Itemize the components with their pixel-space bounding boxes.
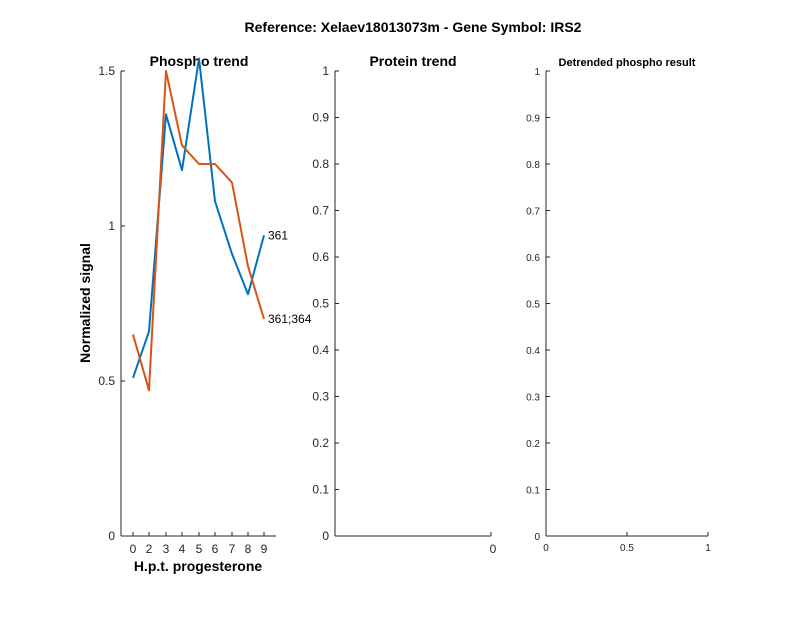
x-tick-label: 0 xyxy=(543,543,549,554)
x-tick-label: 4 xyxy=(179,542,186,556)
y-tick-label: 1.5 xyxy=(98,64,115,78)
phospho-x-label: H.p.t. progesterone xyxy=(134,558,263,574)
y-tick-label: 0 xyxy=(322,529,329,543)
detrended-title: Detrended phospho result xyxy=(559,57,696,69)
y-tick-label: 0.6 xyxy=(526,253,540,264)
y-tick-label: 1 xyxy=(534,67,540,78)
y-tick-label: 0.3 xyxy=(526,393,540,404)
series-line-2 xyxy=(132,70,265,392)
y-tick-label: 0.1 xyxy=(526,486,540,497)
x-tick-label: 0.5 xyxy=(620,543,634,554)
y-tick-label: 0.7 xyxy=(312,204,329,218)
detrended-y-ticks: 0 0.1 0.2 0.3 0.4 0.5 0.6 0.7 0.8 0.9 1 xyxy=(526,67,550,543)
y-tick-label: 1 xyxy=(108,219,115,233)
phospho-y-label: Normalized signal xyxy=(77,243,93,363)
y-tick-label: 0.5 xyxy=(526,300,540,311)
figure-title: Reference: Xelaev18013073m - Gene Symbol… xyxy=(245,19,582,35)
detrended-x-ticks: 0 0.5 1 xyxy=(543,532,711,554)
x-tick-label: 3 xyxy=(163,542,170,556)
y-tick-label: 0.8 xyxy=(312,157,329,171)
y-tick-label: 0.2 xyxy=(312,436,329,450)
y-tick-label: 0.2 xyxy=(526,439,540,450)
y-tick-label: 1 xyxy=(322,64,329,78)
y-tick-label: 0.7 xyxy=(526,207,540,218)
phospho-series-labels: 361 361;364 xyxy=(268,228,312,326)
protein-trend-panel: Protein trend 00.10.20.30.40.50.60.70.80… xyxy=(312,53,496,556)
protein-y-ticks: 0 0.1 0.2 0.3 0.4 0.5 0.6 0.7 0.8 0.9 1 xyxy=(312,64,339,543)
y-tick-label: 0.5 xyxy=(98,374,115,388)
series-end-label-1: 361 xyxy=(268,228,288,242)
y-tick-label: 0 xyxy=(108,529,115,543)
series-end-label-2: 361;364 xyxy=(268,312,312,326)
y-tick-label: 0.5 xyxy=(312,297,329,311)
y-tick-label: 0.3 xyxy=(312,390,329,404)
y-tick-label: 0 xyxy=(534,532,540,543)
y-tick-label: 0.9 xyxy=(312,111,329,125)
detrended-panel: Detrended phospho result 0 0.1 0.2 0.3 0.4 0.… xyxy=(526,57,711,554)
x-tick-label: 8 xyxy=(245,542,252,556)
y-tick-label: 0.8 xyxy=(526,160,540,171)
x-tick-label: 6 xyxy=(212,542,219,556)
series-line-1 xyxy=(132,57,265,379)
x-tick-label: 0 xyxy=(490,542,497,556)
x-tick-label: 5 xyxy=(196,542,203,556)
y-tick-label: 0.6 xyxy=(312,250,329,264)
protein-x-ticks: 0 xyxy=(490,532,497,556)
x-tick-label: 0 xyxy=(130,542,137,556)
x-tick-label: 1 xyxy=(705,543,711,554)
x-tick-label: 7 xyxy=(229,542,236,556)
y-tick-label: 0.4 xyxy=(312,343,329,357)
y-tick-label: 0.1 xyxy=(312,483,329,497)
phospho-y-ticks: 0 0.5 1 1.5 xyxy=(98,64,125,543)
y-tick-label: 0.9 xyxy=(526,114,540,125)
x-tick-label: 9 xyxy=(261,542,268,556)
x-tick-label: 2 xyxy=(146,542,153,556)
protein-trend-title: Protein trend xyxy=(369,53,456,69)
y-tick-label: 0.4 xyxy=(526,346,540,357)
phospho-series-lines xyxy=(132,57,265,392)
